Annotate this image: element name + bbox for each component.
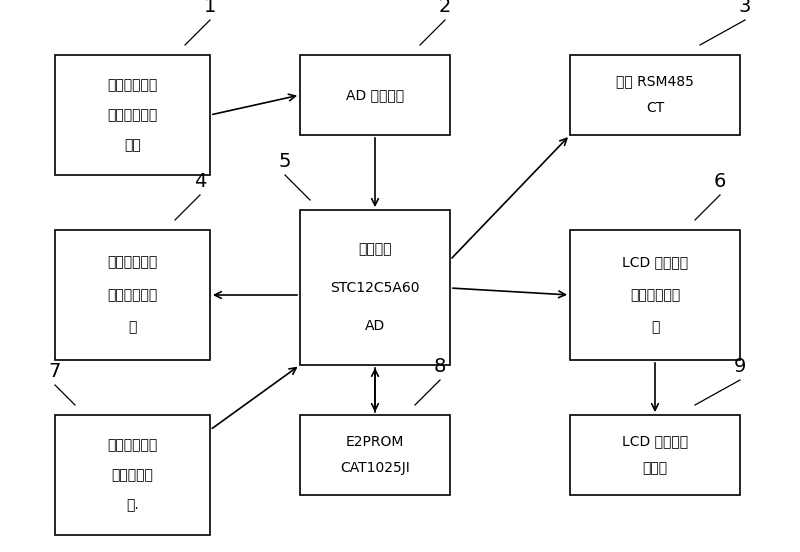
Text: 温度红外采集: 温度红外采集 xyxy=(107,108,158,122)
Text: 通讯 RSM485: 通讯 RSM485 xyxy=(616,75,694,89)
Bar xyxy=(300,210,450,365)
Bar xyxy=(55,415,210,535)
Text: AD 转换电路: AD 转换电路 xyxy=(346,88,404,102)
Text: 出母排高温报: 出母排高温报 xyxy=(107,288,158,302)
Text: 动: 动 xyxy=(651,321,659,335)
Bar xyxy=(300,55,450,135)
Text: 开关量采集及: 开关量采集及 xyxy=(107,438,158,452)
Bar xyxy=(55,230,210,360)
Bar xyxy=(300,415,450,495)
Text: 电路: 电路 xyxy=(124,138,141,152)
Text: AD: AD xyxy=(365,319,385,333)
Bar xyxy=(570,230,740,360)
Text: 7: 7 xyxy=(49,362,61,381)
Text: 微处理器: 微处理器 xyxy=(358,242,392,256)
Text: 集.: 集. xyxy=(126,498,139,512)
Text: 6: 6 xyxy=(714,172,726,191)
Text: 4: 4 xyxy=(194,172,206,191)
Text: 2: 2 xyxy=(439,0,451,16)
Text: 加热及排风输: 加热及排风输 xyxy=(107,256,158,269)
Text: 3: 3 xyxy=(739,0,751,16)
Text: 1: 1 xyxy=(204,0,216,16)
Text: STC12C5A60: STC12C5A60 xyxy=(330,280,420,295)
Bar xyxy=(55,55,210,175)
Text: E2PROM: E2PROM xyxy=(346,434,404,449)
Text: 音芯片电路驱: 音芯片电路驱 xyxy=(630,288,680,302)
Text: 8: 8 xyxy=(434,357,446,376)
Bar xyxy=(570,55,740,135)
Text: LCD 显示及语: LCD 显示及语 xyxy=(622,434,688,449)
Bar xyxy=(570,415,740,495)
Text: CAT1025JI: CAT1025JI xyxy=(340,461,410,475)
Text: 9: 9 xyxy=(734,357,746,376)
Text: 5: 5 xyxy=(278,152,291,171)
Text: CT: CT xyxy=(646,102,664,115)
Text: 警: 警 xyxy=(128,321,137,335)
Text: 按键信号采: 按键信号采 xyxy=(111,468,154,482)
Text: 音报警: 音报警 xyxy=(642,461,667,475)
Text: LCD 驱动及语: LCD 驱动及语 xyxy=(622,256,688,269)
Text: 温湿度及母排: 温湿度及母排 xyxy=(107,78,158,92)
